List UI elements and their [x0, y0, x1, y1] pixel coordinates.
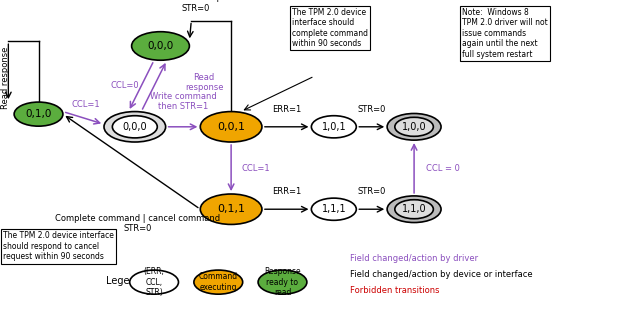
Circle shape: [258, 270, 307, 294]
Text: STR=0: STR=0: [358, 187, 386, 196]
Circle shape: [194, 270, 243, 294]
Circle shape: [311, 198, 356, 220]
Text: CCL=1: CCL=1: [241, 164, 270, 172]
Circle shape: [387, 196, 441, 223]
Text: STR=0: STR=0: [358, 105, 386, 114]
Text: 0,1,0: 0,1,0: [25, 109, 52, 119]
Circle shape: [311, 116, 356, 138]
Text: Forbidden transitions: Forbidden transitions: [350, 286, 439, 294]
Text: 0,1,1: 0,1,1: [217, 204, 245, 214]
Circle shape: [104, 112, 166, 142]
Circle shape: [112, 116, 157, 138]
Text: Field changed/action by driver: Field changed/action by driver: [350, 254, 478, 263]
Text: Read
response: Read response: [185, 73, 223, 92]
Text: CCL=1: CCL=1: [71, 100, 100, 109]
Text: Response
ready to
read: Response ready to read: [264, 267, 301, 297]
Text: Legend:: Legend:: [106, 275, 145, 286]
Circle shape: [200, 194, 262, 224]
Circle shape: [387, 113, 441, 140]
Text: CCL=0: CCL=0: [111, 81, 139, 90]
Text: Write command
then STR=1: Write command then STR=1: [150, 92, 216, 111]
Circle shape: [132, 32, 189, 60]
Text: 0,0,0: 0,0,0: [123, 122, 147, 132]
Text: 0,0,1: 0,0,1: [217, 122, 245, 132]
Text: (ERR,
CCL,
STR): (ERR, CCL, STR): [144, 267, 164, 297]
Circle shape: [395, 200, 433, 219]
Circle shape: [14, 102, 63, 126]
Text: ERR=1: ERR=1: [272, 105, 301, 114]
Text: 1,0,1: 1,0,1: [322, 122, 346, 132]
Text: The TPM 2.0 device interface
should respond to cancel
request within 90 seconds: The TPM 2.0 device interface should resp…: [3, 231, 114, 261]
Circle shape: [200, 112, 262, 142]
Text: Note:  Windows 8
TPM 2.0 driver will not
issue commands
again until the next
ful: Note: Windows 8 TPM 2.0 driver will not …: [462, 8, 548, 59]
Text: 0,0,0: 0,0,0: [148, 41, 173, 51]
Text: Command
executing: Command executing: [199, 272, 238, 292]
Circle shape: [395, 117, 433, 136]
Text: Read response: Read response: [1, 47, 10, 109]
Text: Field changed/action by device or interface: Field changed/action by device or interf…: [350, 270, 532, 279]
Circle shape: [130, 270, 178, 294]
Text: The TPM 2.0 device
interface should
complete command
within 90 seconds: The TPM 2.0 device interface should comp…: [292, 8, 368, 48]
Text: Command complete
STR=0: Command complete STR=0: [153, 0, 238, 13]
Text: Complete command | cancel command
STR=0: Complete command | cancel command STR=0: [55, 214, 221, 233]
Text: CCL = 0: CCL = 0: [426, 164, 460, 172]
Text: 1,0,0: 1,0,0: [402, 122, 426, 132]
Text: 1,1,1: 1,1,1: [322, 204, 346, 214]
Text: ERR=1: ERR=1: [272, 187, 301, 196]
Text: 1,1,0: 1,1,0: [402, 204, 426, 214]
